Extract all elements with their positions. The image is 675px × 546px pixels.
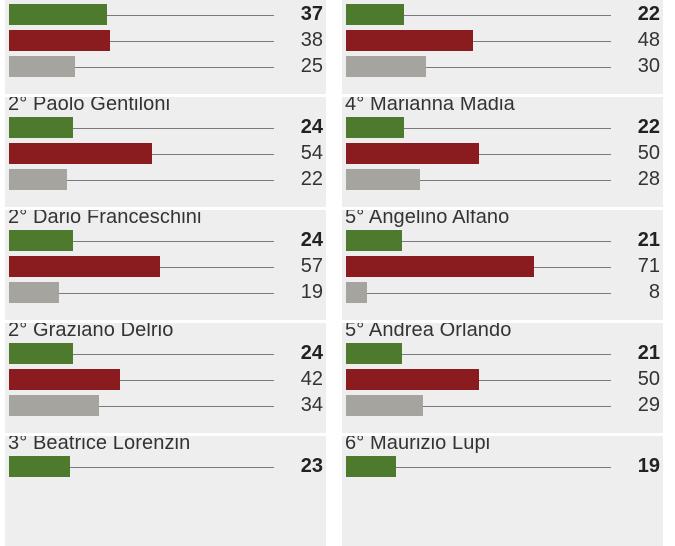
bar-grey [346,56,426,77]
bar-track [346,466,611,469]
bar-track [9,66,274,69]
data-label: 25 [300,55,323,77]
data-label: 54 [300,142,323,164]
minister-name: 4° Stefania Giannini [345,0,524,1]
bar-track [346,240,611,243]
bar-grey [9,282,60,303]
minister-name: 6° Maurizio Lupi [345,436,491,454]
bar-track [346,405,611,408]
data-label: 30 [637,55,660,77]
minister-panel: 2° Paolo Gentiloni 24 54 22 [5,97,326,207]
data-label: 28 [637,168,660,190]
bar-green [346,117,405,138]
bar-green [346,343,402,364]
minister-name: 3° Beatrice Lorenzin [8,436,191,454]
bar-grey [346,169,421,190]
minister-name: 5° Andrea Orlando [345,323,512,341]
data-label: 24 [300,116,323,138]
bar-green [9,456,70,477]
data-label: 22 [637,116,660,138]
minister-panel: 1° Maria Elena Boschi 37 38 25 [5,0,326,94]
bar-track [9,379,274,382]
bar-red [9,369,121,390]
bar-red [9,143,153,164]
bar-red [9,30,110,51]
minister-name: 2° Graziano Delrio [8,323,174,341]
bar-track [346,179,611,182]
data-label: 21 [637,342,660,364]
data-label: 37 [300,3,323,25]
bar-track [9,466,274,469]
minister-panel: 4° Marianna Madia 22 50 28 [342,97,663,207]
bar-green [346,230,402,251]
minister-name: 2° Paolo Gentiloni [8,97,171,115]
minister-panel: 5° Angelino Alfano 21 71 8 [342,210,663,320]
data-label: 71 [637,255,660,277]
data-label: 19 [300,281,323,303]
data-label: 22 [637,3,660,25]
data-label: 48 [637,29,660,51]
bar-red [346,30,474,51]
bar-grey [346,282,368,303]
ministers-rating-chart: 1° Maria Elena Boschi 37 38 25 4° Stefania G… [5,0,663,546]
bar-track [346,153,611,156]
bar-track [346,127,611,130]
data-label: 50 [637,368,660,390]
data-label: 19 [637,455,660,477]
bar-grey [9,169,68,190]
bar-track [9,292,274,295]
bar-track [346,14,611,17]
minister-panel: 4° Stefania Giannini 22 48 30 [342,0,663,94]
data-label: 8 [648,281,660,303]
bar-track [9,240,274,243]
bar-track [346,40,611,43]
data-label: 34 [300,394,323,416]
bar-red [346,369,479,390]
bar-track [9,179,274,182]
data-label: 50 [637,142,660,164]
bar-track [9,14,274,17]
minister-panel: 2° Dario Franceschini 24 57 19 [5,210,326,320]
minister-panel: 5° Andrea Orlando 21 50 29 [342,323,663,433]
bar-red [9,256,161,277]
minister-name: 2° Dario Franceschini [8,210,202,228]
bar-grey [346,395,423,416]
data-label: 42 [300,368,323,390]
bar-green [9,343,73,364]
data-label: 24 [300,342,323,364]
data-label: 22 [300,168,323,190]
bar-track [9,353,274,356]
bar-track [346,66,611,69]
data-label: 38 [300,29,323,51]
bar-green [9,117,73,138]
bar-red [346,256,535,277]
minister-name: 5° Angelino Alfano [345,210,510,228]
bar-track [9,127,274,130]
bar-green [9,4,108,25]
minister-name: 1° Maria Elena Boschi [8,0,207,1]
bar-green [346,4,405,25]
minister-name: 4° Marianna Madia [345,97,515,115]
data-label: 23 [300,455,323,477]
bar-track [9,405,274,408]
data-label: 21 [637,229,660,251]
bar-track [9,40,274,43]
bar-track [346,292,611,295]
bar-red [346,143,479,164]
data-label: 29 [637,394,660,416]
data-label: 24 [300,229,323,251]
minister-panel: 6° Maurizio Lupi 19 [342,436,663,546]
bar-grey [9,56,76,77]
minister-panel: 3° Beatrice Lorenzin 23 [5,436,326,546]
data-label: 57 [300,255,323,277]
bar-track [346,379,611,382]
bar-green [346,456,397,477]
minister-panel: 2° Graziano Delrio 24 42 34 [5,323,326,433]
bar-grey [9,395,100,416]
bar-green [9,230,73,251]
bar-track [346,353,611,356]
